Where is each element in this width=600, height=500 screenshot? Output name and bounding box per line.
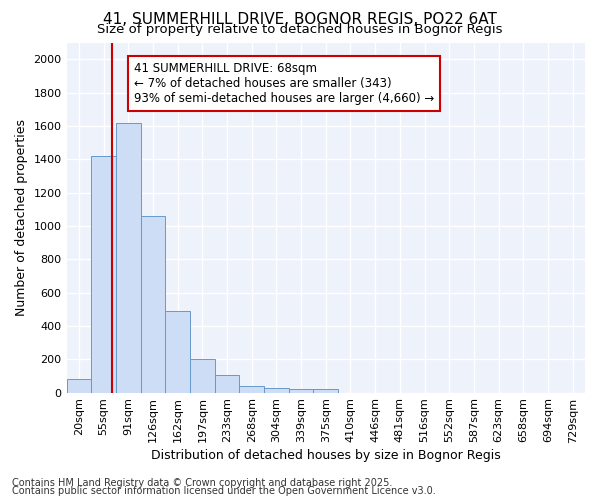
Bar [190,359,215,392]
Bar [165,311,190,392]
Text: 41 SUMMERHILL DRIVE: 68sqm
← 7% of detached houses are smaller (343)
93% of semi: 41 SUMMERHILL DRIVE: 68sqm ← 7% of detac… [134,62,434,105]
Bar [239,386,264,392]
Text: Size of property relative to detached houses in Bognor Regis: Size of property relative to detached ho… [97,22,503,36]
Bar [91,156,116,392]
Bar [289,389,313,392]
Bar [116,122,140,392]
Bar [264,388,289,392]
Text: Contains public sector information licensed under the Open Government Licence v3: Contains public sector information licen… [12,486,436,496]
Bar [67,379,91,392]
X-axis label: Distribution of detached houses by size in Bognor Regis: Distribution of detached houses by size … [151,450,500,462]
Bar [215,375,239,392]
Bar [140,216,165,392]
Bar [313,389,338,392]
Y-axis label: Number of detached properties: Number of detached properties [15,119,28,316]
Text: Contains HM Land Registry data © Crown copyright and database right 2025.: Contains HM Land Registry data © Crown c… [12,478,392,488]
Text: 41, SUMMERHILL DRIVE, BOGNOR REGIS, PO22 6AT: 41, SUMMERHILL DRIVE, BOGNOR REGIS, PO22… [103,12,497,28]
